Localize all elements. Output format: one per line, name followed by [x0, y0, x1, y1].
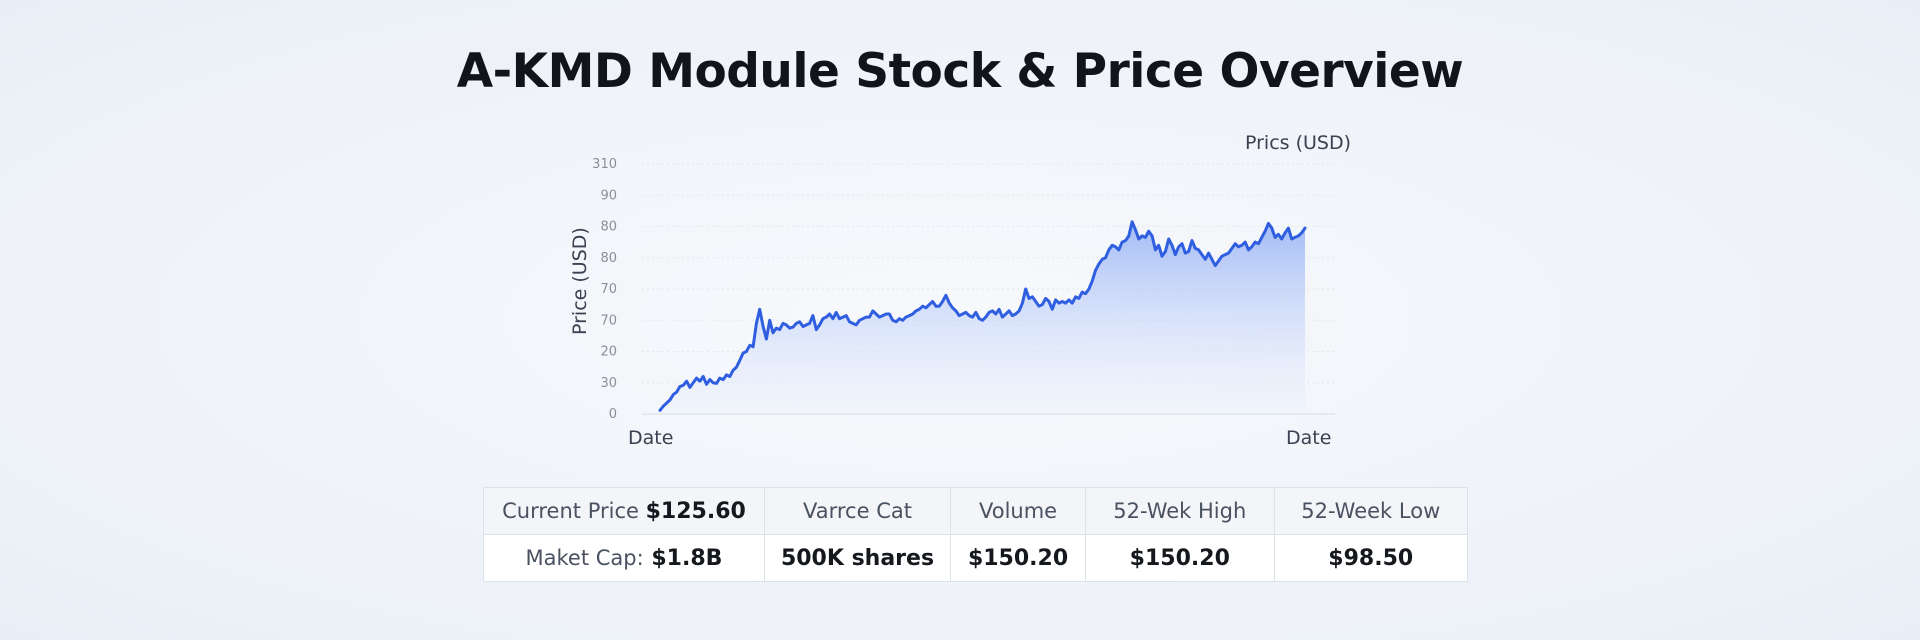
stat-header-2: Varrce Cat [763, 487, 952, 535]
stat-current-price: Current Price $125.60 [483, 487, 765, 535]
y-tick-label: 80 [600, 251, 617, 266]
stat-value-52w-high: $150.20 [1085, 534, 1275, 582]
market-cap-value: $1.8B [651, 545, 723, 571]
stats-header-row: Current Price $125.60 Varrce Cat Volume … [483, 487, 1468, 535]
stats-table: Current Price $125.60 Varrce Cat Volume … [483, 487, 1468, 582]
stat-value-52w-low: $98.50 [1273, 534, 1468, 582]
y-tick-label: 0 [609, 407, 617, 422]
stat-market-cap: Maket Cap: $1.8B [483, 534, 765, 582]
x-axis-label-right: Date [1286, 427, 1331, 449]
current-price-value: $125.60 [645, 498, 746, 524]
stats-value-row: Maket Cap: $1.8B 500K shares $150.20 $15… [483, 534, 1468, 582]
y-tick-label: 90 [600, 188, 617, 203]
y-tick-label: 80 [600, 220, 617, 235]
market-cap-label: Maket Cap: [525, 545, 644, 570]
y-tick-label: 30 [600, 376, 617, 391]
page-title: A-KMD Module Stock & Price Overview [456, 44, 1464, 99]
stat-header-volume: Volume [950, 487, 1087, 535]
stat-value-2: 500K shares [763, 534, 952, 582]
x-axis-label-left: Date [628, 427, 673, 449]
y-tick-label: 310 [592, 157, 617, 172]
price-label-top: Prics (USD) [1245, 132, 1351, 154]
y-axis-label: Price (USD) [569, 227, 591, 335]
y-axis-ticks: 0 30 20 70 70 80 80 90 310 [592, 157, 617, 422]
price-area [660, 221, 1305, 414]
stat-value-volume: $150.20 [950, 534, 1087, 582]
stat-header-52w-high: 52-Wek High [1085, 487, 1275, 535]
price-series-line [658, 220, 1307, 412]
stat-header-52w-low: 52-Week Low [1273, 487, 1468, 535]
y-tick-label: 20 [600, 345, 617, 360]
y-tick-label: 70 [600, 313, 617, 328]
y-tick-label: 70 [600, 282, 617, 297]
current-price-label: Current Price [502, 498, 639, 523]
